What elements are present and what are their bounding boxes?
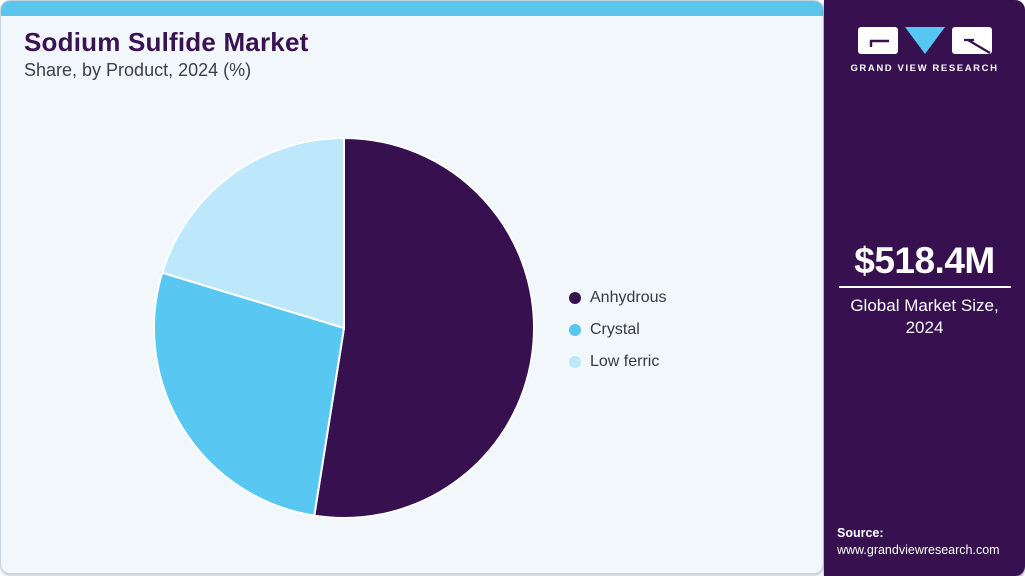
sidebar: GRAND VIEW RESEARCH $518.4M Global Marke… — [824, 0, 1025, 576]
source-url: www.grandviewresearch.com — [837, 543, 1000, 557]
brand-name: GRAND VIEW RESEARCH — [850, 63, 999, 74]
chart-card: Sodium Sulfide Market Share, by Product,… — [0, 0, 824, 574]
logo-v-icon — [904, 27, 945, 54]
legend-dot — [569, 292, 581, 304]
logo-r-icon — [951, 27, 992, 54]
pie-slice-low-ferric — [161, 137, 345, 329]
pie-slice-anhydrous — [313, 137, 535, 519]
chart-title: Sodium Sulfide Market — [24, 27, 309, 57]
legend-label: Anhydrous — [590, 289, 667, 306]
chart-subtitle: Share, by Product, 2024 (%) — [24, 60, 252, 80]
source-block: Source: www.grandviewresearch.com — [837, 526, 1000, 557]
market-size-block: $518.4M Global Market Size, 2024 — [824, 240, 1025, 339]
market-size-value: $518.4M — [854, 240, 995, 281]
legend-dot — [569, 324, 581, 336]
legend-item-anhydrous: Anhydrous — [569, 287, 667, 309]
pie-slice-crystal — [152, 271, 345, 517]
top-accent-bar — [1, 1, 823, 16]
market-size-label: Global Market Size, 2024 — [850, 296, 999, 337]
legend: Anhydrous Crystal Low ferric — [569, 287, 667, 383]
legend-item-crystal: Crystal — [569, 319, 667, 341]
pie-chart — [152, 137, 535, 519]
gvr-logo-marks — [824, 27, 1025, 54]
market-size-divider — [838, 286, 1011, 288]
legend-label: Low ferric — [590, 353, 660, 370]
gvr-logo: GRAND VIEW RESEARCH — [824, 27, 1025, 74]
legend-dot — [569, 356, 581, 368]
logo-g-icon — [857, 27, 898, 54]
source-label: Source: — [837, 526, 884, 540]
legend-label: Crystal — [590, 321, 640, 338]
legend-item-low-ferric: Low ferric — [569, 351, 667, 373]
